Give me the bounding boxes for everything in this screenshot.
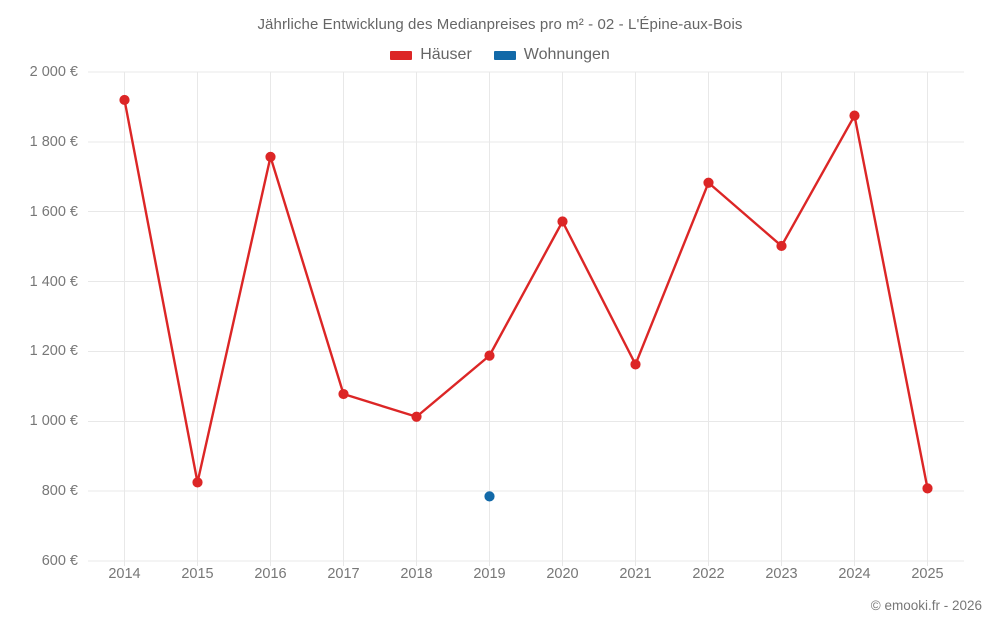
- data-point-häuser[interactable]: [922, 483, 933, 494]
- y-tick-label: 600 €: [41, 553, 78, 569]
- data-point-häuser[interactable]: [338, 388, 349, 400]
- y-tick-label: 800 €: [41, 483, 78, 500]
- chart-legend: Häuser Wohnungen: [0, 44, 1000, 66]
- x-tick-label: 2023: [765, 566, 798, 582]
- data-point-häuser[interactable]: [776, 240, 787, 252]
- y-tick-label: 2 000 €: [29, 64, 78, 80]
- data-point-häuser[interactable]: [119, 94, 130, 106]
- y-tick-label: 1 200 €: [29, 343, 78, 360]
- x-tick-label: 2014: [108, 566, 141, 582]
- data-point-häuser[interactable]: [411, 411, 422, 422]
- chart-canvas: [88, 71, 964, 566]
- x-tick-label: 2017: [327, 566, 360, 582]
- y-tick-label: 1 400 €: [29, 273, 78, 290]
- x-tick-label: 2015: [181, 566, 214, 582]
- x-tick-label: 2021: [619, 566, 652, 582]
- data-point-häuser[interactable]: [192, 477, 203, 488]
- legend-item-haeuser[interactable]: Häuser: [390, 46, 472, 64]
- data-point-häuser[interactable]: [849, 110, 860, 121]
- legend-label-haeuser: Häuser: [420, 46, 472, 63]
- x-tick-label: 2025: [911, 566, 944, 582]
- legend-item-wohnungen[interactable]: Wohnungen: [493, 46, 610, 64]
- x-tick-label: 2018: [400, 566, 433, 582]
- y-tick-label: 1 800 €: [29, 133, 78, 150]
- footer-credit: © emooki.fr - 2026: [870, 598, 982, 613]
- series-line-häuser: [123, 98, 929, 490]
- x-tick-label: 2024: [838, 566, 871, 582]
- legend-swatch-wohnungen: [493, 50, 516, 60]
- y-axis-labels: 600 € 800 € 1 000 € 1 200 € 1 400 € 1 600 € 1 …: [0, 0, 78, 625]
- x-axis-labels: 2014 2015 2016 2017 2018 2019 2020 2021 2022 2023…: [88, 566, 964, 590]
- y-tick-label: 1 000 €: [29, 413, 78, 430]
- x-tick-label: 2022: [692, 566, 725, 582]
- x-tick-label: 2020: [546, 566, 579, 582]
- x-tick-label: 2019: [473, 566, 506, 582]
- plot-area: [88, 71, 964, 566]
- data-point-häuser[interactable]: [484, 350, 495, 361]
- data-point-häuser[interactable]: [557, 216, 568, 227]
- data-point-wohnungen[interactable]: [484, 491, 495, 502]
- y-tick-label: 1 600 €: [29, 203, 78, 220]
- data-point-häuser[interactable]: [630, 359, 641, 370]
- legend-label-wohnungen: Wohnungen: [523, 46, 610, 63]
- x-tick-label: 2016: [254, 566, 287, 582]
- data-point-häuser[interactable]: [703, 177, 714, 188]
- legend-swatch-haeuser: [390, 50, 413, 60]
- chart-title: Jährliche Entwicklung des Medianpreises …: [257, 16, 743, 33]
- data-point-häuser[interactable]: [265, 151, 276, 162]
